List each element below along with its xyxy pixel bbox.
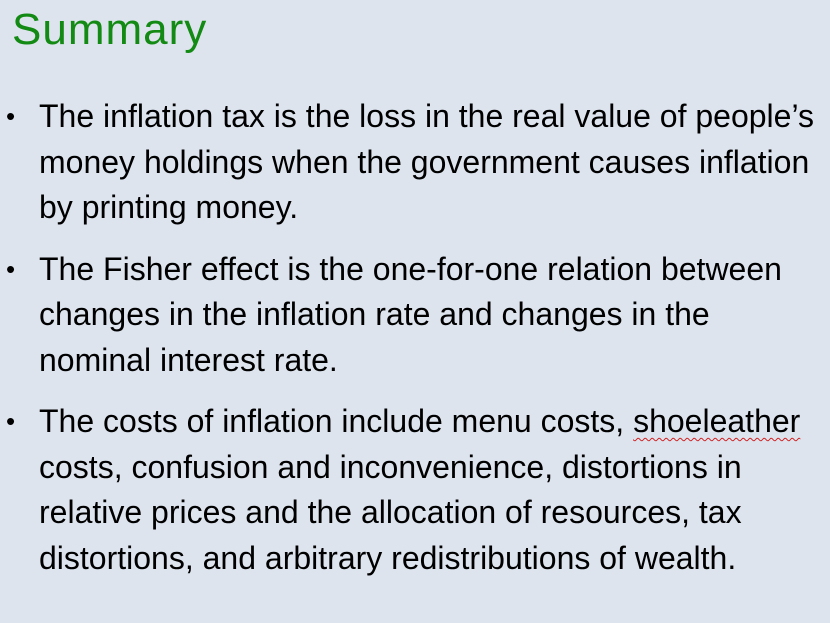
bullet-text: The inflation tax is the loss in the rea… xyxy=(39,98,814,225)
bullet-item-costs-of-inflation: • The costs of inflation include menu co… xyxy=(0,399,830,581)
bullet-list: • The inflation tax is the loss in the r… xyxy=(0,94,830,597)
bullet-dot-icon: • xyxy=(6,406,16,436)
bullet-text: The costs of inflation include menu cost… xyxy=(39,399,822,581)
bullet-text-part: costs, confusion and inconvenience, dist… xyxy=(39,448,742,576)
bullet-item-fisher-effect: • The Fisher effect is the one-for-one r… xyxy=(0,247,830,384)
bullet-dot-icon: • xyxy=(6,101,16,131)
bullet-item-inflation-tax: • The inflation tax is the loss in the r… xyxy=(0,94,830,231)
bullet-text-part: The costs of inflation include menu cost… xyxy=(39,403,625,439)
bullet-dot-icon: • xyxy=(6,253,16,284)
slide-title: Summary xyxy=(12,5,208,54)
spellcheck-flagged-word[interactable]: shoeleather xyxy=(633,403,801,439)
bullet-text: The Fisher effect is the one-for-one rel… xyxy=(39,250,782,378)
